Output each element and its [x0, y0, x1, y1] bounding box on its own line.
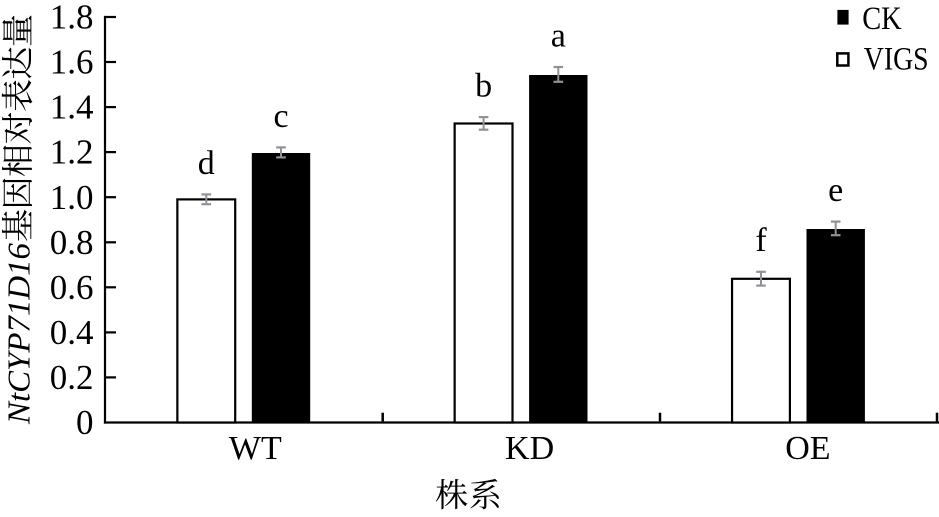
svg-text:d: d — [198, 145, 215, 182]
svg-text:OE: OE — [785, 430, 830, 467]
svg-text:f: f — [755, 222, 767, 259]
svg-text:NtCYP71D16: NtCYP71D16 — [1, 243, 37, 425]
svg-text:VIGS: VIGS — [864, 41, 929, 77]
svg-text:1.6: 1.6 — [50, 43, 94, 82]
svg-text:0.8: 0.8 — [50, 223, 94, 262]
svg-text:1.8: 1.8 — [50, 0, 94, 37]
svg-text:0.2: 0.2 — [50, 358, 94, 397]
svg-text:CK: CK — [862, 1, 902, 37]
svg-text:0.6: 0.6 — [50, 268, 94, 307]
svg-text:0: 0 — [76, 403, 94, 442]
svg-text:e: e — [828, 172, 843, 209]
svg-text:0.4: 0.4 — [50, 313, 94, 352]
svg-text:a: a — [551, 17, 566, 54]
svg-text:c: c — [273, 98, 288, 135]
svg-text:WT: WT — [229, 430, 282, 467]
svg-text:b: b — [475, 68, 492, 105]
svg-text:KD: KD — [505, 430, 554, 467]
svg-text:1.4: 1.4 — [50, 88, 94, 127]
svg-text:1.2: 1.2 — [50, 133, 94, 172]
svg-text:1.0: 1.0 — [50, 178, 94, 217]
